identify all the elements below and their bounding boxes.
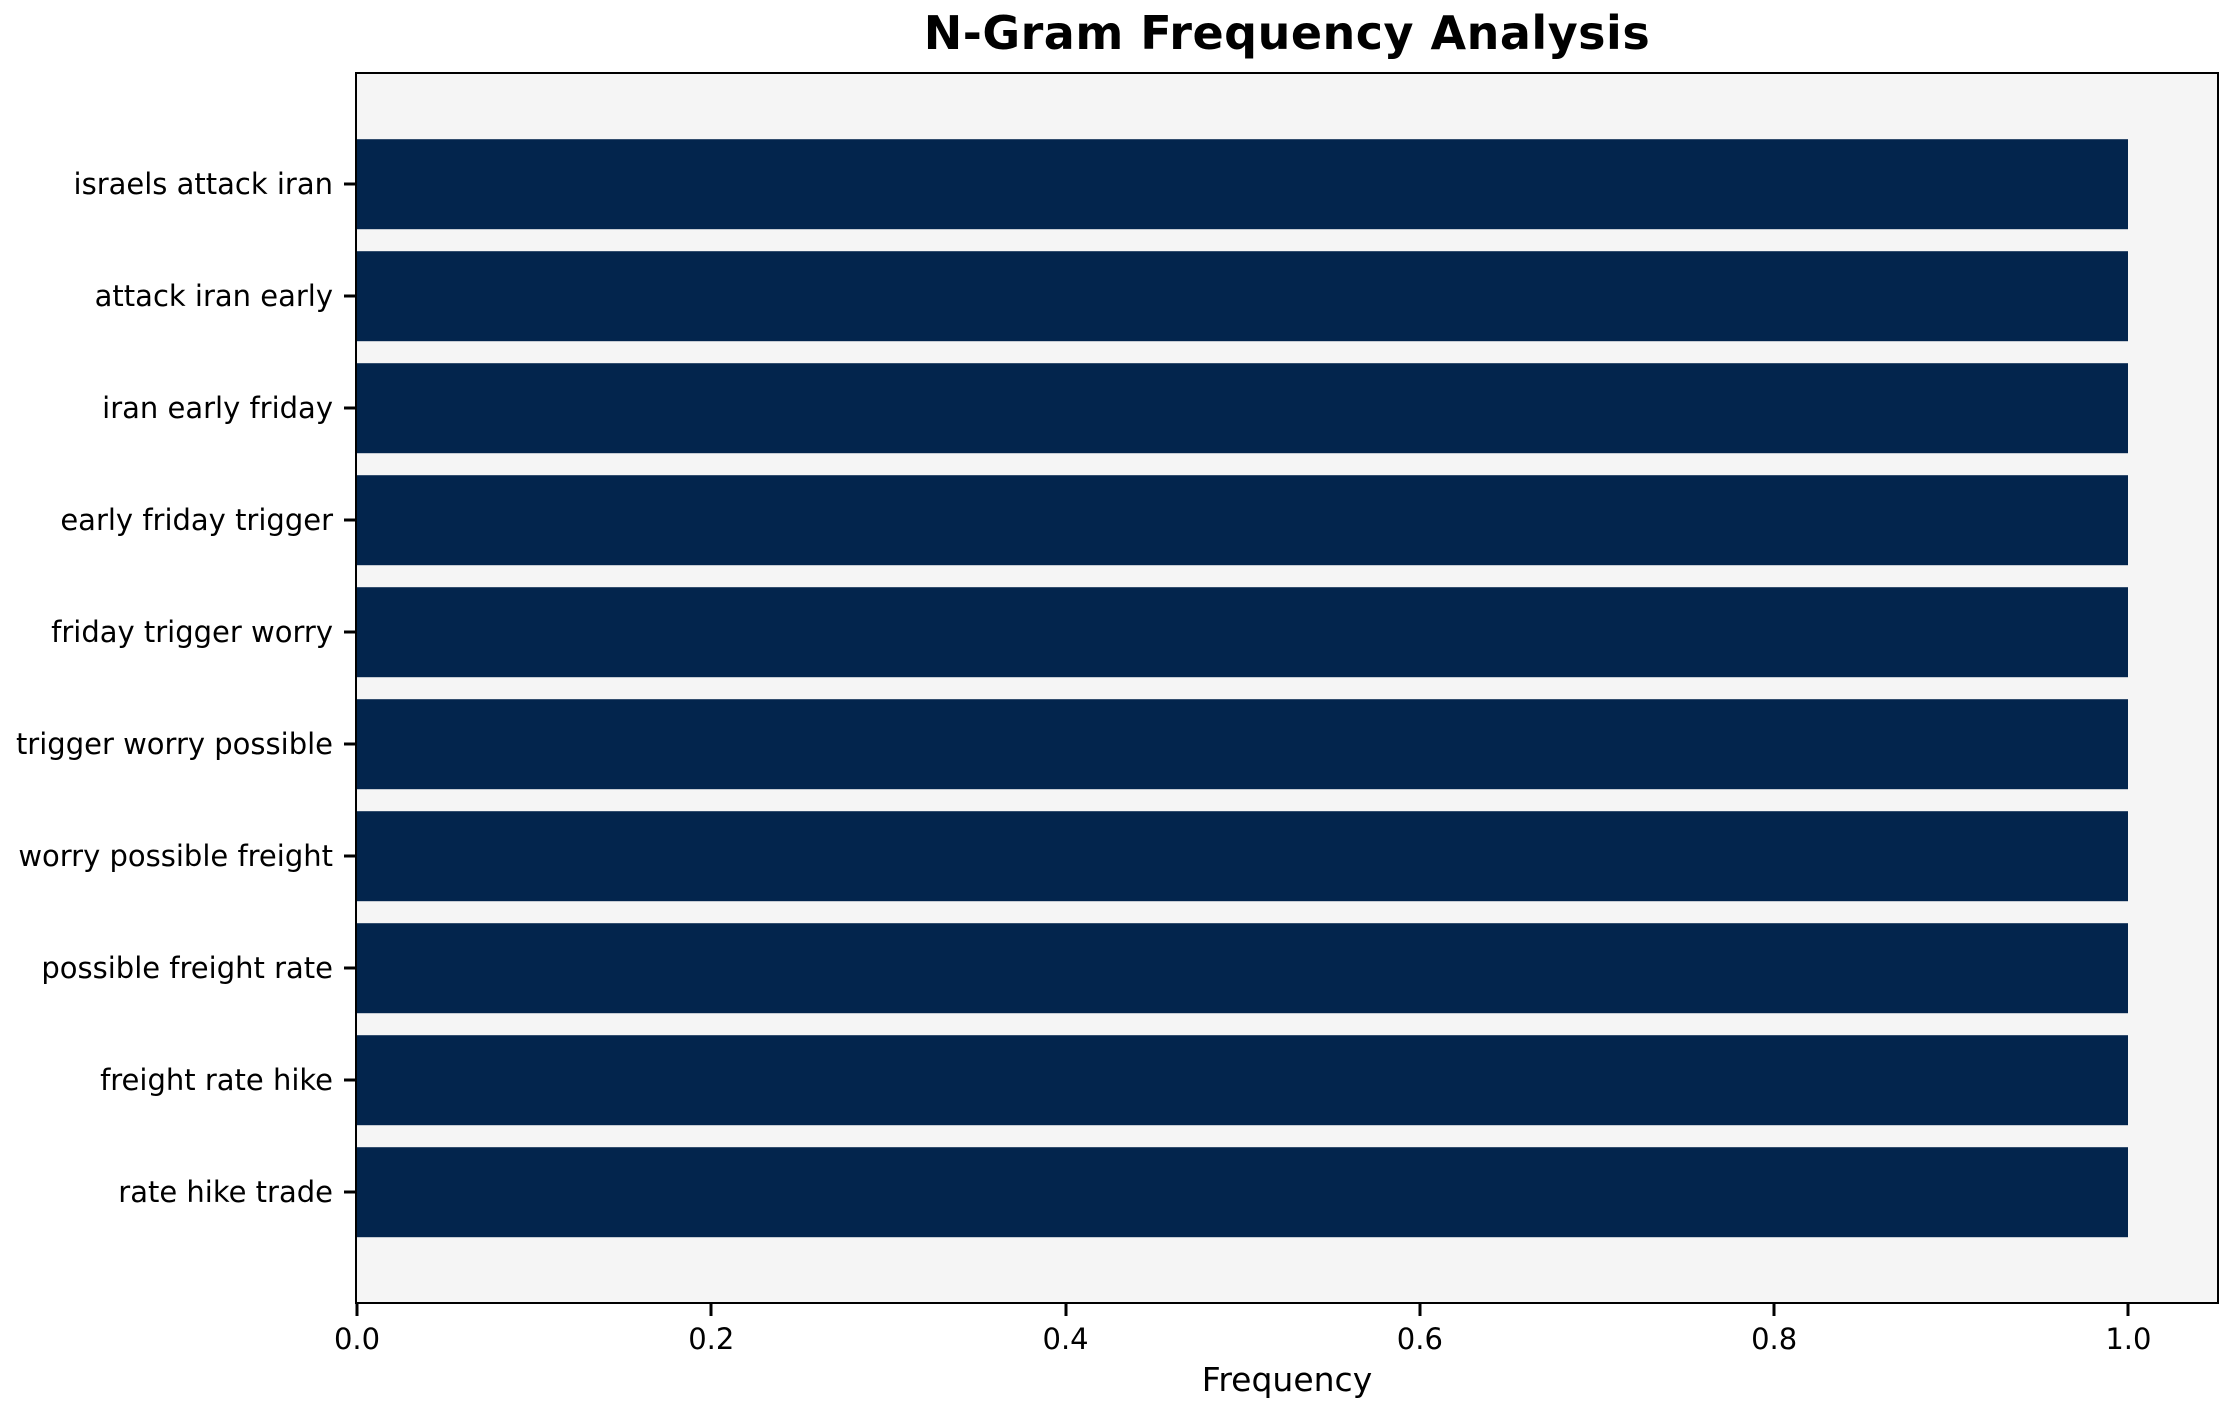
plot-area: israels attack iran attack iran early iran…	[16, 72, 2219, 1304]
y-tick-mark	[344, 742, 355, 746]
x-tick-mark	[1064, 1304, 1068, 1316]
y-tick-mark	[344, 1078, 355, 1082]
y-tick-mark	[344, 518, 355, 522]
y-tick-label: freight rate hike	[100, 1063, 333, 1097]
x-tick-label: 0.2	[688, 1322, 735, 1356]
y-tick-label: friday trigger worry	[51, 615, 333, 649]
bar	[357, 139, 2129, 229]
x-tick-label: 1.0	[2105, 1322, 2152, 1356]
x-axis: 0.0 0.2 0.4 0.6 0.8 1.0	[334, 1302, 2217, 1372]
bar-row: early friday trigger	[60, 464, 2217, 576]
bar	[357, 363, 2129, 453]
bar-row: attack iran early	[95, 240, 2217, 352]
bar-row: possible freight rate	[41, 912, 2217, 1024]
bar-row: freight rate hike	[100, 1024, 2217, 1136]
x-tick-label: 0.6	[1396, 1322, 1443, 1356]
bar-row: friday trigger worry	[51, 576, 2217, 688]
x-tick-mark	[2126, 1304, 2130, 1316]
y-tick-label: attack iran early	[94, 279, 333, 313]
y-tick-mark	[344, 854, 355, 858]
bar-row: worry possible freight	[18, 800, 2217, 912]
bar	[357, 699, 2129, 789]
bar-row: rate hike trade	[118, 1136, 2217, 1248]
bar	[357, 1147, 2129, 1237]
x-tick-mark	[1418, 1304, 1422, 1316]
y-tick-label: worry possible freight	[18, 839, 333, 873]
bar	[357, 923, 2129, 1013]
y-tick-label: trigger worry possible	[15, 727, 333, 761]
x-tick-mark	[355, 1304, 359, 1316]
bar	[357, 587, 2129, 677]
x-tick-label: 0.8	[1751, 1322, 1798, 1356]
y-tick-label: rate hike trade	[118, 1175, 333, 1209]
y-tick-label: israels attack iran	[73, 167, 333, 201]
bar	[357, 251, 2129, 341]
bar	[357, 811, 2129, 901]
bar-rows-container: israels attack iran attack iran early iran…	[16, 74, 2217, 1302]
chart-title: N-Gram Frequency Analysis	[923, 6, 1651, 60]
y-tick-mark	[344, 294, 355, 298]
y-tick-label: iran early friday	[102, 391, 333, 425]
y-tick-label: possible freight rate	[41, 951, 333, 985]
y-tick-mark	[344, 182, 355, 186]
x-tick-label: 0.4	[1042, 1322, 1089, 1356]
bar-row: iran early friday	[102, 352, 2217, 464]
y-tick-mark	[344, 966, 355, 970]
bar	[357, 475, 2129, 565]
y-tick-mark	[344, 406, 355, 410]
bar-row: israels attack iran	[74, 128, 2217, 240]
bar	[357, 1035, 2129, 1125]
x-tick-mark	[1772, 1304, 1776, 1316]
bar-row: trigger worry possible	[16, 688, 2217, 800]
x-axis-title: Frequency	[1201, 1360, 1373, 1399]
y-tick-mark	[344, 630, 355, 634]
x-tick-mark	[709, 1304, 713, 1316]
y-tick-label: early friday trigger	[60, 503, 333, 537]
x-tick-label: 0.0	[333, 1322, 381, 1356]
y-tick-mark	[344, 1190, 355, 1194]
